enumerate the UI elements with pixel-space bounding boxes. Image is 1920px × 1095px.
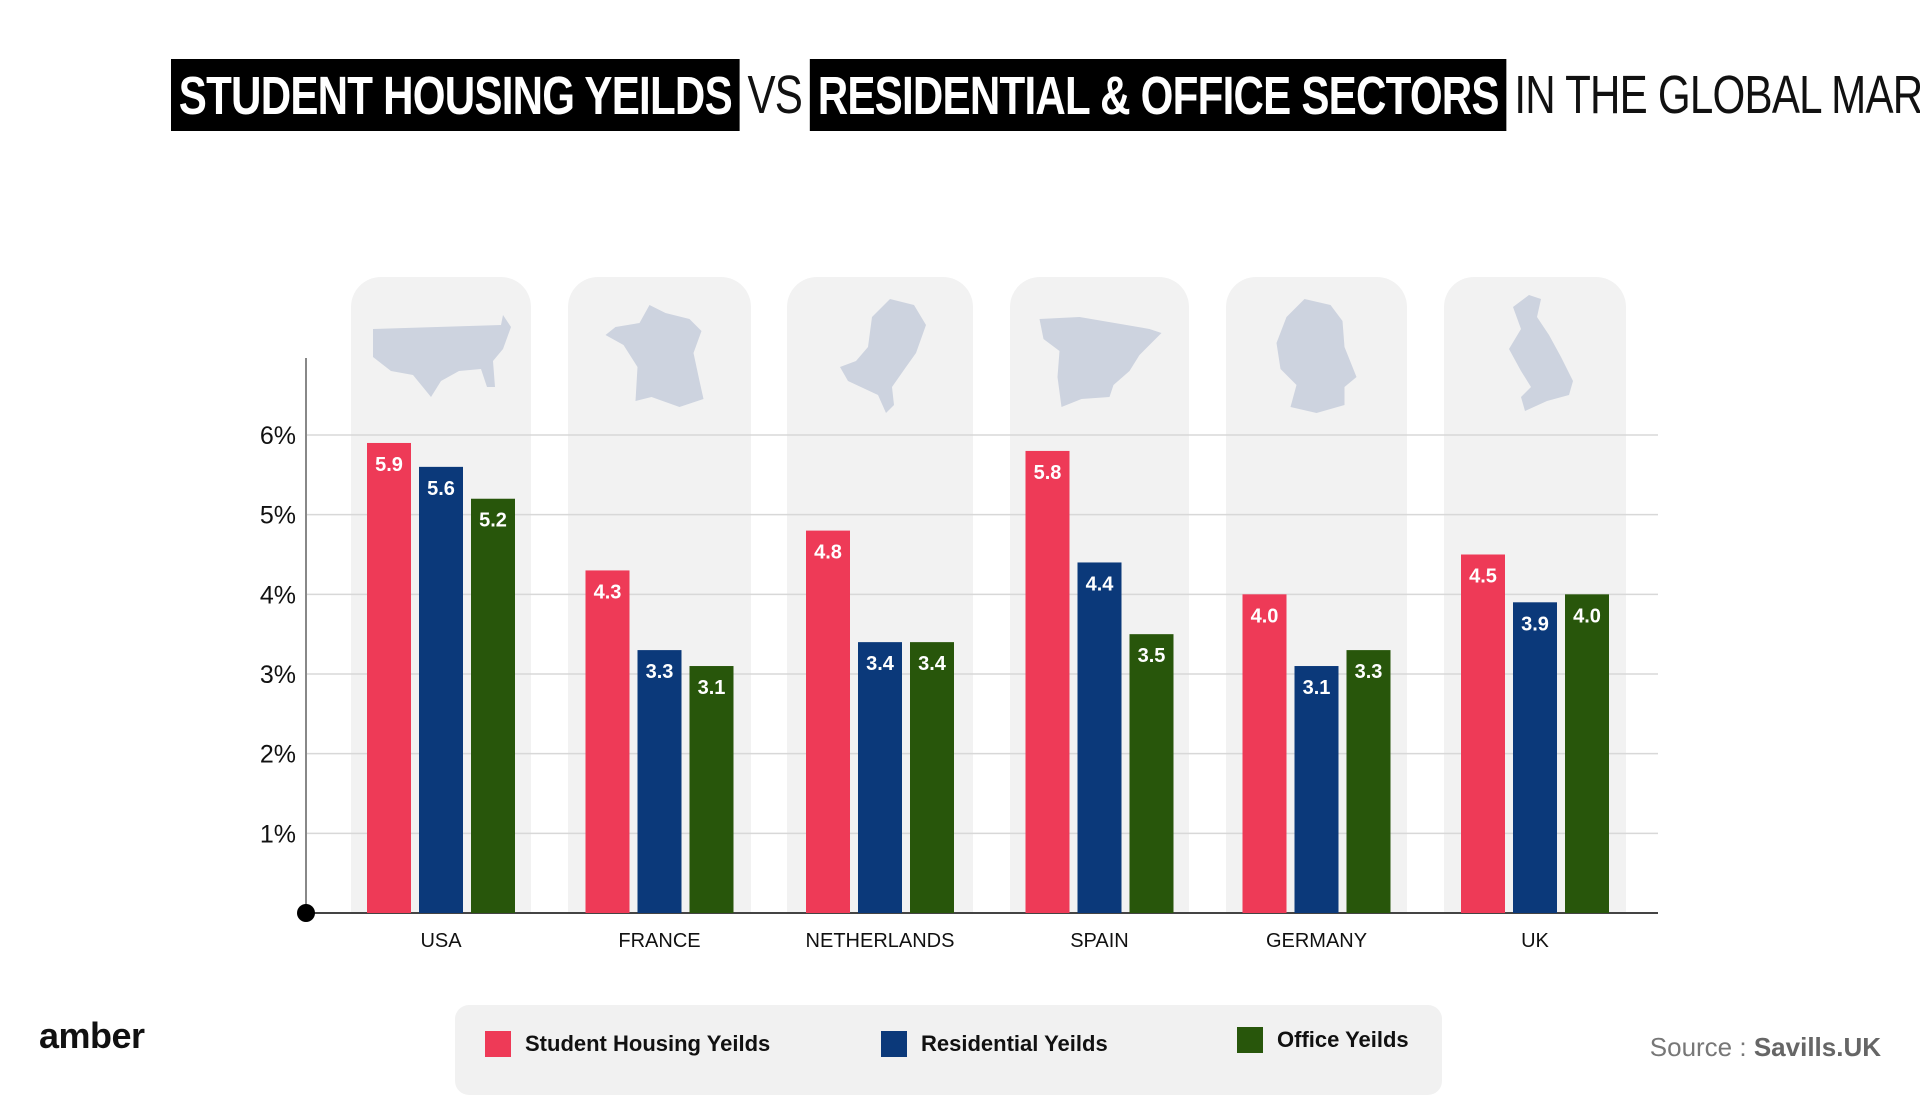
data-label: 4.4 [1086, 573, 1115, 595]
x-tick-label: NETHERLANDS [806, 930, 955, 952]
x-tick-label: SPAIN [1070, 930, 1129, 952]
data-label: 3.4 [866, 653, 895, 675]
data-label: 3.3 [1355, 661, 1383, 683]
y-tick-label: 6% [260, 422, 296, 450]
data-label: 3.3 [646, 661, 674, 683]
bar-france-1 [637, 650, 682, 913]
bar-germany-0 [1242, 594, 1287, 913]
bar-usa-2 [471, 498, 515, 913]
bar-usa-0 [367, 442, 411, 913]
data-label: 4.8 [814, 542, 842, 564]
bar-uk-2 [1565, 594, 1609, 913]
netherlands-map-icon [840, 299, 926, 413]
legend-item-office: Office Yeilds [1237, 1027, 1409, 1053]
legend: Student Housing Yeilds Residential Yeild… [455, 1005, 1442, 1095]
chart-title: STUDENT HOUSING YEILDS VS RESIDENTIAL & … [171, 59, 1920, 131]
bar-usa-1 [419, 466, 463, 913]
x-tick-label: GERMANY [1266, 930, 1367, 952]
legend-label-residential: Residential Yeilds [921, 1031, 1108, 1056]
bar-france-2 [689, 666, 734, 913]
bar-netherlands-2 [910, 642, 954, 913]
bar-chart: 1% 2% 3% 4% 5% 6% 5.9 5.6 5.2 USA 4.3 3.3 3.1 FRANCE 4… [260, 277, 1658, 952]
data-label: 3.1 [698, 677, 726, 699]
data-label: 3.1 [1303, 677, 1331, 699]
legend-label-student: Student Housing Yeilds [525, 1031, 771, 1056]
title-part2: RESIDENTIAL & OFFICE SECTORS [809, 59, 1507, 131]
bar-uk-1 [1513, 602, 1557, 913]
bar-germany-1 [1294, 666, 1339, 913]
bar-spain-2 [1129, 634, 1174, 913]
y-tick-label: 1% [260, 820, 296, 848]
uk-map-icon [1509, 295, 1573, 411]
legend-swatch-residential [881, 1031, 907, 1057]
bar-germany-2 [1346, 650, 1391, 913]
source-value: Savills.UK [1753, 1032, 1881, 1062]
title-part3: IN THE GLOBAL MARKET [1514, 65, 1920, 125]
data-label: 4.3 [594, 581, 622, 603]
data-label: 4.0 [1251, 605, 1279, 627]
title-part1: STUDENT HOUSING YEILDS [171, 59, 740, 131]
brand-logo: amber [39, 1015, 145, 1056]
bar-uk-0 [1461, 554, 1505, 913]
france-map-icon [605, 305, 704, 407]
bar-spain-0 [1025, 450, 1070, 913]
data-label: 5.8 [1034, 462, 1062, 484]
x-tick-label: FRANCE [618, 930, 700, 952]
germany-map-icon [1276, 299, 1357, 413]
legend-item-student: Student Housing Yeilds [485, 1031, 770, 1057]
data-label: 3.5 [1138, 645, 1166, 667]
y-tick-label: 4% [260, 581, 296, 609]
title-vs: VS [747, 65, 803, 125]
legend-swatch-office [1237, 1027, 1263, 1053]
data-label: 4.5 [1469, 566, 1497, 588]
legend-label-office: Office Yeilds [1277, 1027, 1409, 1052]
data-label: 5.2 [479, 510, 507, 532]
bar-spain-1 [1077, 562, 1122, 913]
source-note: Source : Savills.UK [1650, 1032, 1881, 1063]
data-label: 5.9 [375, 454, 403, 476]
y-tick-label: 2% [260, 741, 296, 769]
data-label: 4.0 [1573, 605, 1601, 627]
source-label: Source : [1649, 1032, 1747, 1062]
y-tick-label: 3% [260, 661, 296, 689]
usa-map-icon [373, 315, 511, 397]
legend-item-residential: Residential Yeilds [881, 1031, 1108, 1057]
x-tick-label: USA [420, 930, 462, 952]
bar-netherlands-1 [858, 642, 902, 913]
data-label: 5.6 [427, 478, 455, 500]
legend-swatch-student [485, 1031, 511, 1057]
data-label: 3.4 [918, 653, 947, 675]
x-tick-label: UK [1521, 930, 1549, 952]
axis-origin-dot [297, 904, 315, 922]
y-tick-label: 5% [260, 502, 296, 530]
bar-netherlands-0 [806, 530, 850, 913]
spain-map-icon [1039, 317, 1162, 407]
data-label: 3.9 [1521, 613, 1549, 635]
bar-france-0 [585, 570, 630, 913]
